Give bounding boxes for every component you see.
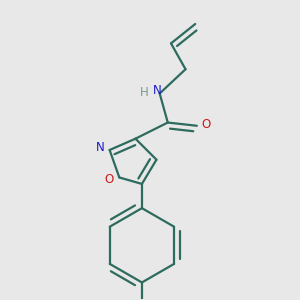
Text: N: N [95, 141, 104, 154]
Text: O: O [201, 118, 211, 131]
Text: H: H [140, 86, 148, 99]
Text: O: O [104, 172, 114, 186]
Text: N: N [153, 84, 161, 98]
